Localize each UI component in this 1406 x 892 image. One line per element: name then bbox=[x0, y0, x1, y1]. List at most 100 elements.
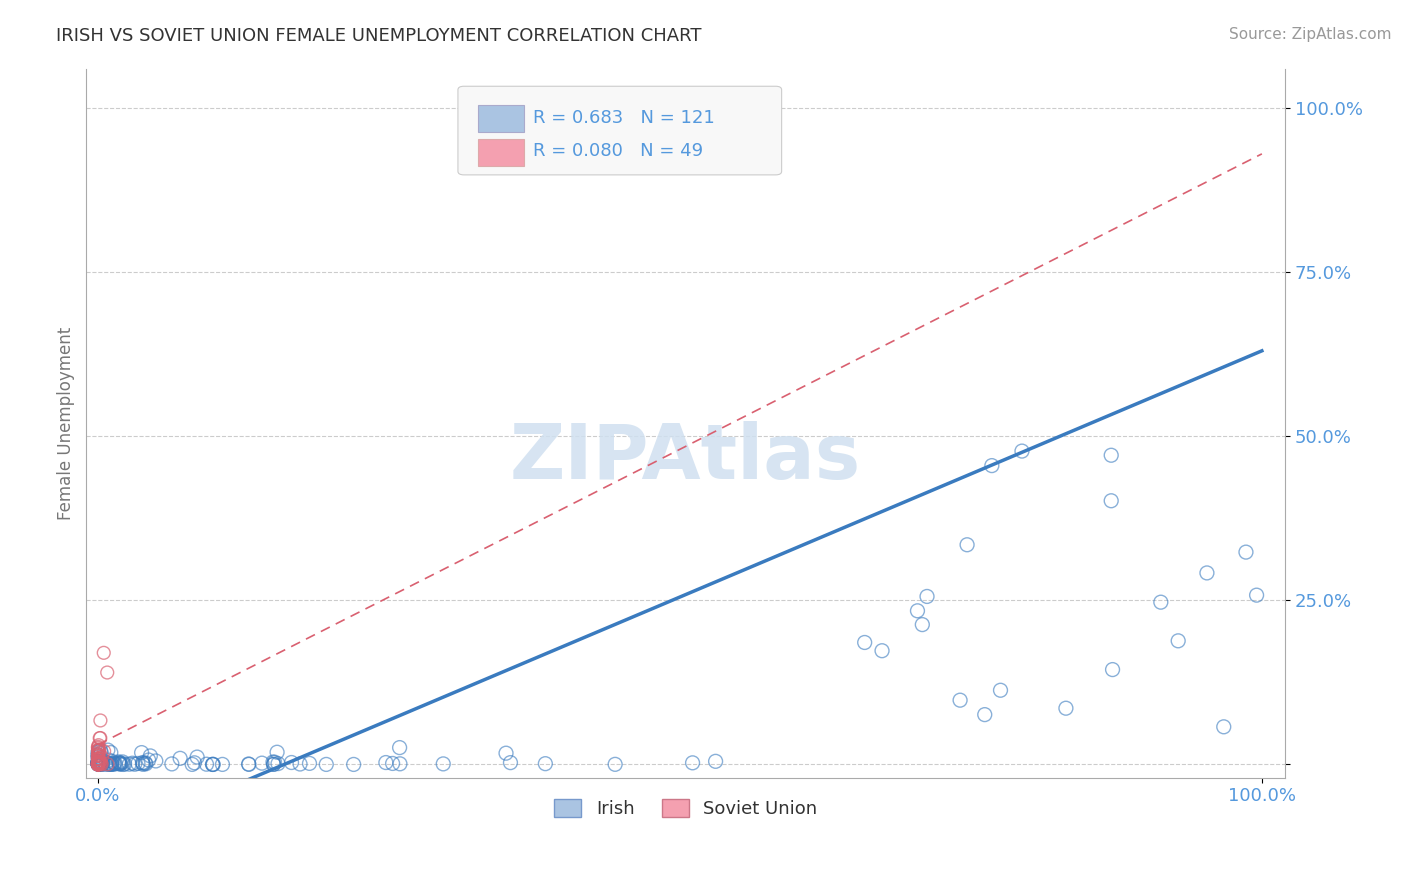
Point bbox=[110, 756, 132, 771]
Point bbox=[195, 757, 218, 772]
Point bbox=[87, 751, 110, 765]
Text: R = 0.080   N = 49: R = 0.080 N = 49 bbox=[533, 143, 703, 161]
Point bbox=[89, 756, 111, 771]
Point bbox=[949, 693, 972, 707]
Point bbox=[87, 756, 110, 771]
Point bbox=[114, 757, 136, 772]
Point bbox=[87, 755, 110, 769]
Point bbox=[121, 756, 143, 771]
Point bbox=[101, 757, 124, 772]
Point bbox=[973, 707, 995, 722]
Point bbox=[1234, 545, 1257, 559]
Point bbox=[97, 753, 120, 767]
Point bbox=[134, 756, 156, 770]
Point bbox=[388, 740, 411, 755]
Point bbox=[238, 757, 260, 772]
Legend: Irish, Soviet Union: Irish, Soviet Union bbox=[547, 791, 824, 825]
Point bbox=[343, 757, 366, 772]
Point bbox=[112, 757, 135, 772]
Point bbox=[89, 731, 111, 745]
Point bbox=[108, 756, 131, 771]
Point bbox=[87, 756, 110, 771]
FancyBboxPatch shape bbox=[478, 105, 524, 132]
Point bbox=[186, 750, 208, 764]
Point bbox=[108, 756, 131, 770]
Point bbox=[131, 756, 153, 770]
Point bbox=[89, 756, 111, 770]
Point bbox=[96, 665, 118, 680]
Point bbox=[107, 755, 129, 769]
Point bbox=[87, 757, 110, 772]
Point bbox=[266, 745, 288, 759]
Point bbox=[93, 755, 115, 769]
Point bbox=[91, 754, 114, 768]
Point bbox=[90, 756, 112, 771]
Point bbox=[87, 747, 110, 762]
Text: R = 0.683   N = 121: R = 0.683 N = 121 bbox=[533, 109, 716, 128]
Point bbox=[100, 757, 122, 772]
Point bbox=[87, 747, 110, 762]
Point bbox=[381, 756, 404, 771]
Point bbox=[89, 714, 111, 728]
Point bbox=[89, 756, 111, 770]
Point bbox=[132, 756, 155, 771]
Point bbox=[89, 743, 111, 757]
Point bbox=[93, 744, 115, 758]
Point bbox=[87, 756, 110, 770]
Point bbox=[132, 757, 155, 772]
Point bbox=[101, 755, 124, 769]
Point bbox=[374, 756, 396, 770]
Point bbox=[87, 757, 110, 772]
Point bbox=[87, 756, 110, 771]
Point bbox=[262, 755, 284, 769]
Point bbox=[87, 757, 110, 772]
Point bbox=[100, 757, 122, 772]
Point bbox=[90, 743, 112, 757]
Point bbox=[87, 756, 110, 771]
Point bbox=[87, 738, 110, 752]
Point bbox=[870, 644, 893, 658]
Point bbox=[93, 646, 115, 660]
Point bbox=[87, 757, 110, 772]
Point bbox=[87, 757, 110, 772]
Point bbox=[97, 757, 120, 772]
Point bbox=[534, 756, 557, 771]
Point bbox=[90, 757, 112, 772]
Point bbox=[499, 756, 522, 770]
Point bbox=[1101, 663, 1123, 677]
Point bbox=[87, 742, 110, 756]
Point bbox=[87, 745, 110, 759]
Point bbox=[90, 757, 112, 772]
Point bbox=[89, 746, 111, 760]
Point bbox=[87, 756, 110, 771]
Point bbox=[108, 756, 131, 771]
Point bbox=[87, 756, 110, 771]
Point bbox=[89, 756, 111, 771]
Point bbox=[87, 755, 110, 769]
Point bbox=[124, 757, 146, 772]
Point bbox=[169, 751, 191, 765]
Point bbox=[201, 757, 224, 772]
Point bbox=[87, 756, 110, 771]
Point bbox=[89, 752, 111, 766]
Point bbox=[280, 756, 302, 770]
Point bbox=[87, 748, 110, 763]
Point bbox=[990, 683, 1012, 698]
Point bbox=[90, 746, 112, 760]
Point bbox=[183, 756, 205, 770]
Point bbox=[135, 756, 157, 771]
Point bbox=[89, 755, 111, 769]
Point bbox=[87, 757, 110, 772]
Point bbox=[238, 757, 260, 772]
Point bbox=[91, 756, 114, 770]
Point bbox=[103, 757, 125, 772]
Point bbox=[1054, 701, 1077, 715]
Point bbox=[131, 746, 153, 760]
Point bbox=[118, 757, 141, 772]
Point bbox=[87, 748, 110, 763]
Point bbox=[87, 755, 110, 769]
Point bbox=[911, 617, 934, 632]
Point bbox=[90, 757, 112, 772]
Point bbox=[138, 753, 160, 767]
Point bbox=[87, 747, 110, 761]
